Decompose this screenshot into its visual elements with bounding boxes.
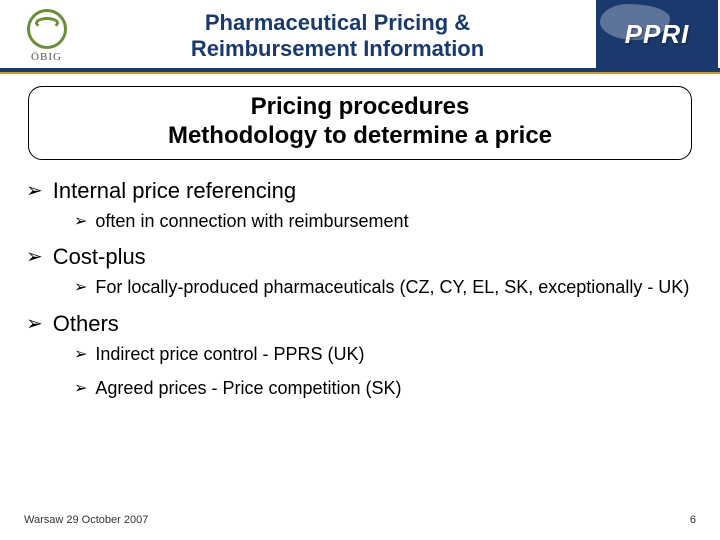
bullet-level2: ➢ often in connection with reimbursement — [74, 210, 694, 233]
slide-footer: Warsaw 29 October 2007 6 — [24, 514, 696, 526]
bullet-arrow-icon: ➢ — [26, 311, 43, 336]
slide-header: ÖBIG Pharmaceutical Pricing & Reimbursem… — [0, 0, 720, 72]
bullet-text: Others — [53, 311, 119, 337]
footer-date: Warsaw 29 October 2007 — [24, 514, 148, 526]
slide-content: ➢ Internal price referencing ➢ often in … — [0, 178, 720, 400]
bullet-arrow-icon: ➢ — [74, 345, 87, 365]
bullet-text: Indirect price control - PPRS (UK) — [95, 343, 694, 366]
obig-logo: ÖBIG — [0, 5, 85, 63]
bullet-text: For locally-produced pharmaceuticals (CZ… — [95, 276, 694, 299]
bullet-arrow-icon: ➢ — [26, 244, 43, 269]
ppri-logo-text: PPRI — [625, 19, 690, 50]
obig-logo-label: ÖBIG — [31, 51, 62, 63]
header-title-line1: Pharmaceutical Pricing & — [85, 10, 590, 36]
header-title-line2: Reimbursement Information — [85, 36, 590, 62]
bullet-arrow-icon: ➢ — [74, 379, 87, 399]
bullet-level1: ➢ Cost-plus — [26, 244, 694, 270]
bullet-text: often in connection with reimbursement — [95, 210, 694, 233]
bullet-arrow-icon: ➢ — [74, 278, 87, 298]
bullet-text: Agreed prices - Price competition (SK) — [95, 377, 694, 400]
bullet-level2: ➢ Agreed prices - Price competition (SK) — [74, 377, 694, 400]
header-title: Pharmaceutical Pricing & Reimbursement I… — [85, 6, 596, 63]
bullet-level2: ➢ For locally-produced pharmaceuticals (… — [74, 276, 694, 299]
slide-subtitle-box: Pricing procedures Methodology to determ… — [28, 86, 692, 160]
bullet-arrow-icon: ➢ — [26, 178, 43, 203]
bullet-text: Cost-plus — [53, 244, 146, 270]
bullet-level1: ➢ Internal price referencing — [26, 178, 694, 204]
subtitle-line1: Pricing procedures — [41, 93, 679, 122]
bullet-level1: ➢ Others — [26, 311, 694, 337]
footer-page-number: 6 — [690, 514, 696, 526]
bullet-text: Internal price referencing — [53, 178, 296, 204]
header-accent-line — [0, 72, 720, 74]
bullet-level2: ➢ Indirect price control - PPRS (UK) — [74, 343, 694, 366]
subtitle-line2: Methodology to determine a price — [41, 122, 679, 151]
bullet-arrow-icon: ➢ — [74, 212, 87, 232]
ppri-logo: PPRI — [596, 0, 718, 68]
obig-logo-icon — [27, 9, 67, 49]
